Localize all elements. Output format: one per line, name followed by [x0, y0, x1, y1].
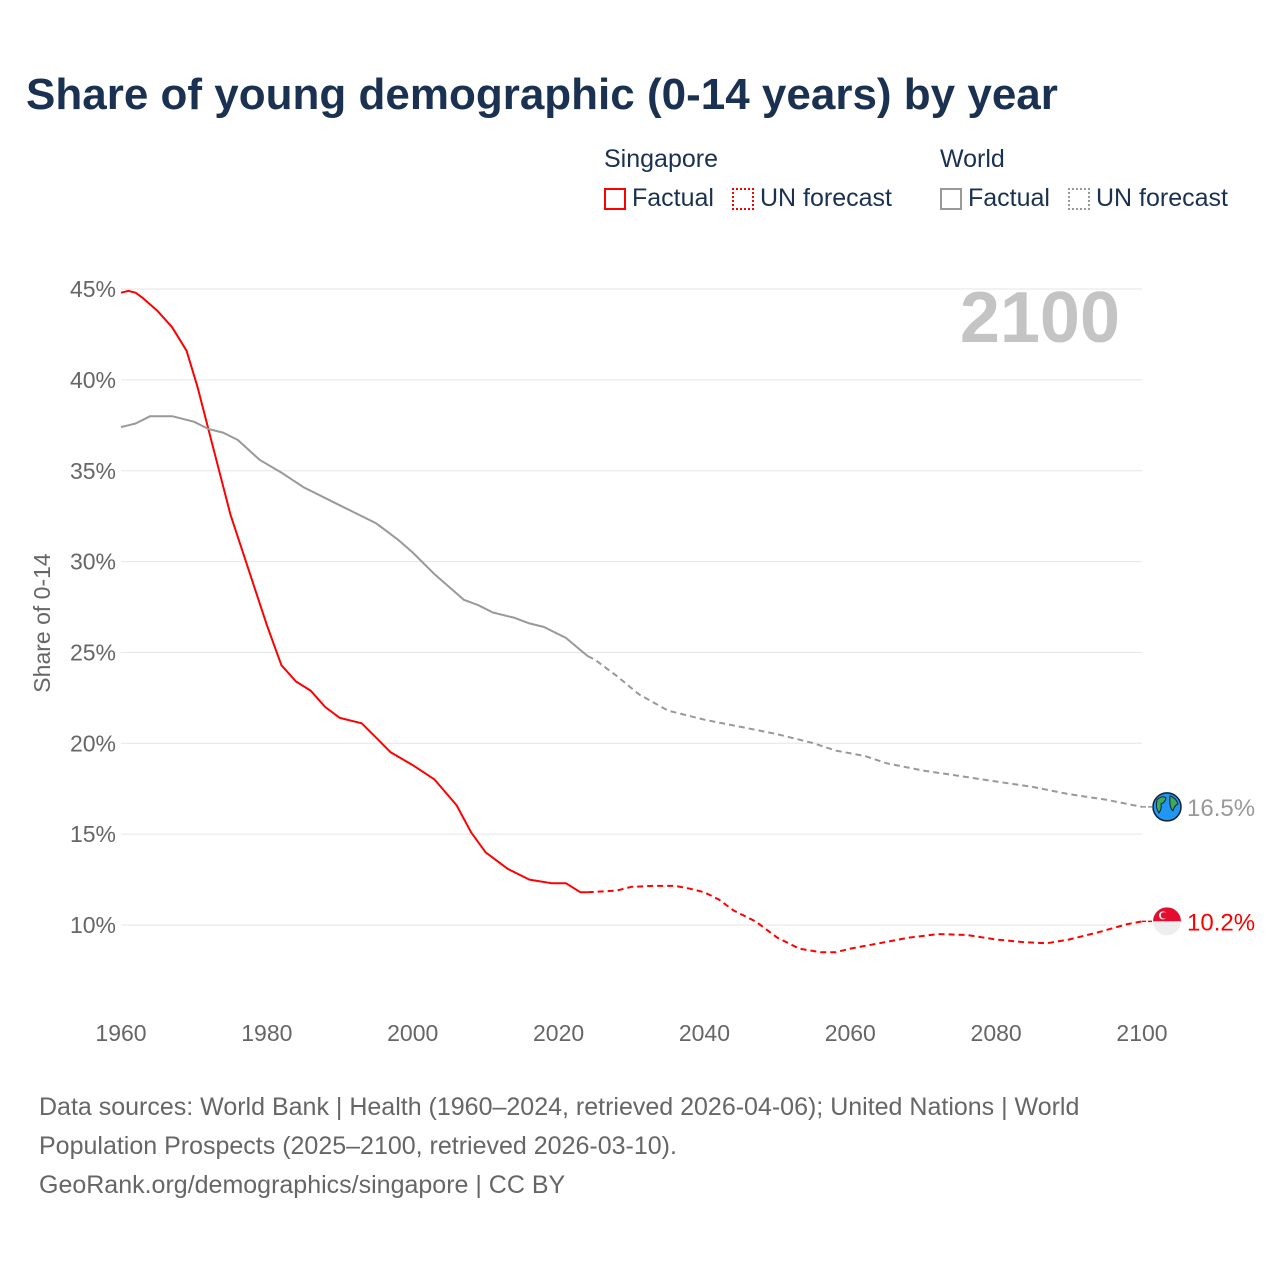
legend-world: World Factual UN forecast — [940, 145, 1228, 213]
legend-item-world-factual[interactable]: Factual — [940, 184, 1050, 213]
globe-icon — [1152, 792, 1182, 822]
x-tick-label: 2020 — [533, 1020, 584, 1046]
legend-group-title: Singapore — [604, 145, 718, 173]
singapore-flag-icon — [1153, 907, 1181, 936]
legend-item-singapore-forecast[interactable]: UN forecast — [731, 184, 892, 213]
credit-link[interactable]: GeoRank.org/demographics/singapore | CC … — [39, 1171, 566, 1199]
legend-singapore: Singapore Factual UN forecast — [604, 145, 892, 213]
legend-group-title: World — [940, 145, 1005, 173]
legend-label: Factual — [968, 184, 1050, 212]
y-tick-label: 10% — [70, 912, 116, 938]
y-tick-label: 45% — [70, 276, 116, 302]
legend-swatch — [940, 187, 962, 210]
x-tick-label: 1960 — [95, 1020, 146, 1046]
y-tick-label: 25% — [70, 639, 116, 665]
y-tick-label: 35% — [70, 458, 116, 484]
end-value-label: 16.5% — [1187, 795, 1255, 822]
end-value-label: 10.2% — [1187, 909, 1255, 936]
series-line-singapore-factual — [120, 289, 588, 894]
y-tick-label: 20% — [70, 730, 116, 756]
x-tick-label: 2100 — [1116, 1020, 1167, 1046]
x-tick-label: 2060 — [825, 1020, 876, 1046]
year-watermark: 2100 — [960, 278, 1120, 358]
x-tick-label: 2080 — [971, 1020, 1022, 1046]
data-sources: Data sources: World Bank | Health (1960–… — [39, 1093, 1080, 1160]
series-line-world-un-forecast — [587, 655, 1143, 808]
chart-title: Share of young demographic (0-14 years) … — [26, 70, 1058, 119]
y-tick-label: 40% — [70, 367, 116, 393]
x-tick-label: 1980 — [241, 1020, 292, 1046]
x-tick-label: 2040 — [679, 1020, 730, 1046]
legend-swatch — [1067, 187, 1090, 210]
y-axis-label: Share of 0-14 — [29, 553, 55, 693]
legend-label: Factual — [632, 184, 714, 212]
y-tick-label: 15% — [70, 821, 116, 847]
legend-swatch — [604, 187, 626, 210]
legend-item-singapore-factual[interactable]: Factual — [604, 184, 714, 213]
series-line-singapore-un-forecast — [587, 884, 1143, 954]
legend-label: UN forecast — [1095, 184, 1228, 212]
series-line-world-factual — [120, 415, 589, 657]
line-chart: 10% 15% 20% 25% 30% 35% 40% 45% 1960 1980 2000 2020… — [29, 276, 1255, 1046]
y-tick-label: 30% — [70, 549, 116, 575]
legend-swatch — [731, 187, 754, 210]
legend-label: UN forecast — [759, 184, 892, 212]
x-tick-label: 2000 — [387, 1020, 438, 1046]
footer: Data sources: World Bank | Health (1960–… — [39, 1088, 1159, 1205]
legend-item-world-forecast[interactable]: UN forecast — [1067, 184, 1228, 213]
